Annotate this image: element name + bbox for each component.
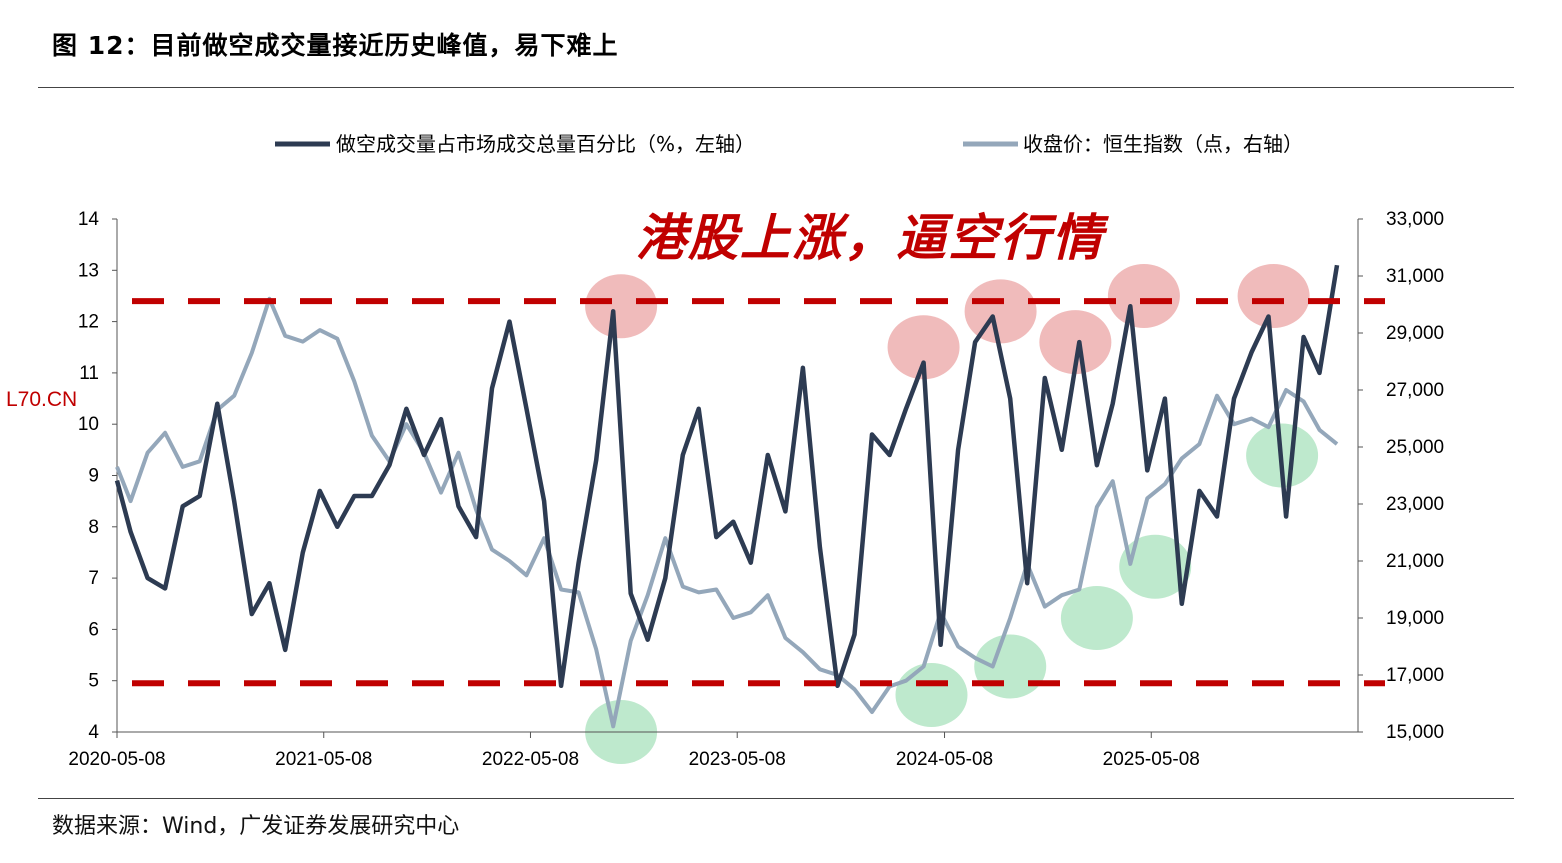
right-tick-label: 31,000	[1386, 266, 1444, 287]
left-tick-label: 7	[88, 568, 99, 589]
right-tick-label: 21,000	[1386, 551, 1444, 572]
right-tick-label: 15,000	[1386, 722, 1444, 743]
right-tick-label: 23,000	[1386, 494, 1444, 515]
right-tick-label: 19,000	[1386, 608, 1444, 629]
bottom-rule	[38, 798, 1514, 799]
peak-marker	[1237, 263, 1310, 328]
trough-marker	[895, 662, 968, 727]
slogan-annotation: 港股上涨，逼空行情	[636, 209, 1104, 267]
peak-marker	[1107, 263, 1180, 328]
right-tick-label: 29,000	[1386, 323, 1444, 344]
peak-marker	[1039, 310, 1112, 375]
legend-item-short-ratio-label: 做空成交量占市场成交总量百分比（%，左轴）	[336, 132, 755, 156]
right-tick-label: 33,000	[1386, 209, 1444, 230]
right-tick-label: 27,000	[1386, 380, 1444, 401]
hsi-close-line	[115, 296, 1339, 729]
peak-marker	[964, 279, 1037, 344]
x-tick-label: 2022-05-08	[482, 749, 579, 770]
left-tick-label: 5	[88, 671, 99, 692]
top-rule	[38, 87, 1514, 88]
left-tick-label: 14	[78, 209, 100, 230]
peak-marker	[887, 315, 960, 380]
trough-marker	[1119, 534, 1192, 599]
left-tick-label: 11	[79, 363, 99, 384]
x-tick-label: 2020-05-08	[68, 749, 165, 770]
left-tick-label: 10	[78, 414, 99, 435]
right-tick-label: 25,000	[1386, 437, 1444, 458]
trough-marker	[974, 634, 1047, 699]
right-tick-label: 17,000	[1386, 665, 1444, 686]
left-tick-label: 8	[88, 517, 99, 538]
x-tick-label: 2023-05-08	[689, 749, 786, 770]
left-tick-label: 4	[88, 722, 99, 743]
left-tick-label: 9	[88, 466, 99, 487]
left-tick-label: 12	[78, 312, 99, 333]
left-tick-label: 6	[88, 619, 99, 640]
watermark-text: L70.CN	[6, 388, 78, 411]
x-tick-label: 2024-05-08	[896, 749, 993, 770]
legend-item-hsi-label: 收盘价：恒生指数（点，右轴）	[1023, 132, 1303, 156]
peak-marker	[585, 274, 658, 339]
figure-title: 图 12：目前做空成交量接近历史峰值，易下难上	[52, 31, 619, 60]
x-tick-label: 2021-05-08	[275, 749, 372, 770]
source-note: 数据来源：Wind，广发证券发展研究中心	[52, 814, 460, 839]
x-tick-label: 2025-05-08	[1103, 749, 1200, 770]
short-selling-ratio-line	[114, 264, 1340, 689]
trough-marker	[1060, 586, 1133, 650]
left-tick-label: 13	[78, 260, 99, 281]
